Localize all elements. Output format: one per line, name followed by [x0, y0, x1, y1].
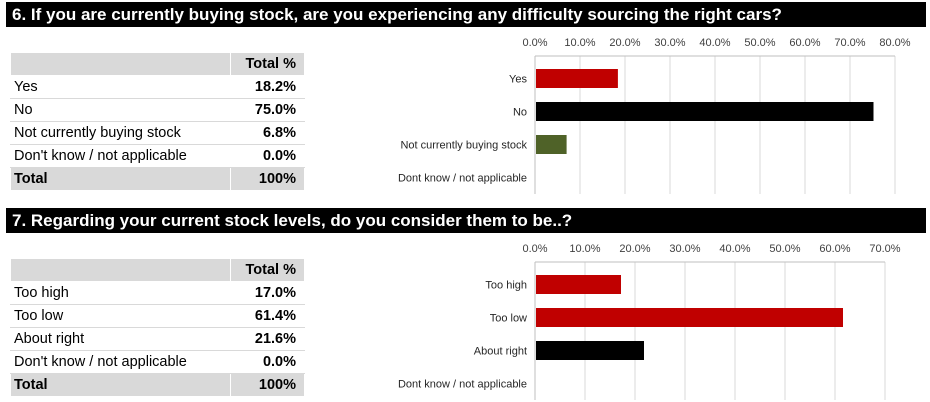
- tick-label: 20.0%: [619, 243, 650, 255]
- table-total-row: Total 100%: [10, 373, 305, 397]
- tick-label: 50.0%: [769, 243, 800, 255]
- row-label: Yes: [10, 75, 231, 99]
- bar: [536, 135, 567, 154]
- summary-table: Total % Yes 18.2% No 75.0% Not currently…: [10, 52, 305, 191]
- row-label: Don't know / not applicable: [10, 350, 231, 374]
- tick-label: 40.0%: [719, 243, 750, 255]
- bar: [536, 308, 843, 327]
- tick-label: 0.0%: [522, 243, 547, 255]
- bar: [536, 69, 618, 88]
- tick-label: 60.0%: [819, 243, 850, 255]
- tick-label: 10.0%: [569, 243, 600, 255]
- tick-label: 80.0%: [879, 37, 910, 49]
- table-column-header: Total %: [230, 52, 305, 76]
- table-row: Not currently buying stock 6.8%: [10, 121, 305, 145]
- row-value: 0.0%: [230, 144, 305, 168]
- bar-chart-q7: 0.0% 10.0% 20.0% 30.0% 40.0% 50.0% 60.0% 70.0% T…: [398, 243, 901, 400]
- row-value: 61.4%: [230, 304, 305, 328]
- tick-label: 0.0%: [522, 37, 547, 49]
- table-total-row: Total 100%: [10, 167, 305, 191]
- question-6-section: 6. If you are currently buying stock, ar…: [0, 0, 930, 196]
- row-value: 6.8%: [230, 121, 305, 145]
- table-row: No 75.0%: [10, 98, 305, 122]
- table-header-blank: [10, 52, 231, 76]
- table-header-blank: [10, 258, 231, 282]
- category-label: Too high: [485, 280, 527, 292]
- total-label: Total: [10, 167, 231, 191]
- table-row: About right 21.6%: [10, 327, 305, 351]
- table-row: Yes 18.2%: [10, 75, 305, 99]
- row-label: Don't know / not applicable: [10, 144, 231, 168]
- row-value: 21.6%: [230, 327, 305, 351]
- total-label: Total: [10, 373, 231, 397]
- row-label: Not currently buying stock: [10, 121, 231, 145]
- category-label: Too low: [490, 313, 527, 325]
- bar-chart-q6: 0.0% 10.0% 20.0% 30.0% 40.0% 50.0% 60.0% 70.0% 8…: [398, 37, 911, 194]
- table-row: Don't know / not applicable 0.0%: [10, 350, 305, 374]
- table-row: Don't know / not applicable 0.0%: [10, 144, 305, 168]
- row-value: 17.0%: [230, 281, 305, 305]
- tick-label: 60.0%: [789, 37, 820, 49]
- summary-table: Total % Too high 17.0% Too low 61.4% Abo…: [10, 258, 305, 397]
- row-label: About right: [10, 327, 231, 351]
- table-column-header: Total %: [230, 258, 305, 282]
- category-label: Dont know / not applicable: [398, 173, 527, 185]
- total-value: 100%: [230, 373, 305, 397]
- category-label: Not currently buying stock: [400, 140, 527, 152]
- table-row: Too low 61.4%: [10, 304, 305, 328]
- question-header: 6. If you are currently buying stock, ar…: [6, 2, 926, 27]
- tick-label: 10.0%: [564, 37, 595, 49]
- row-value: 75.0%: [230, 98, 305, 122]
- row-label: Too high: [10, 281, 231, 305]
- category-label: Yes: [509, 74, 527, 86]
- table-row: Too high 17.0%: [10, 281, 305, 305]
- category-label: Dont know / not applicable: [398, 379, 527, 391]
- tick-label: 40.0%: [699, 37, 730, 49]
- row-value: 18.2%: [230, 75, 305, 99]
- bar: [536, 275, 621, 294]
- category-label: No: [513, 107, 527, 119]
- tick-label: 70.0%: [834, 37, 865, 49]
- row-label: No: [10, 98, 231, 122]
- tick-label: 30.0%: [654, 37, 685, 49]
- question-7-section: 7. Regarding your current stock levels, …: [0, 206, 930, 402]
- bar: [536, 341, 644, 360]
- tick-label: 70.0%: [869, 243, 900, 255]
- tick-label: 50.0%: [744, 37, 775, 49]
- tick-label: 20.0%: [609, 37, 640, 49]
- row-value: 0.0%: [230, 350, 305, 374]
- row-label: Too low: [10, 304, 231, 328]
- question-header: 7. Regarding your current stock levels, …: [6, 208, 926, 233]
- bar: [536, 102, 874, 121]
- category-label: About right: [474, 346, 527, 358]
- total-value: 100%: [230, 167, 305, 191]
- tick-label: 30.0%: [669, 243, 700, 255]
